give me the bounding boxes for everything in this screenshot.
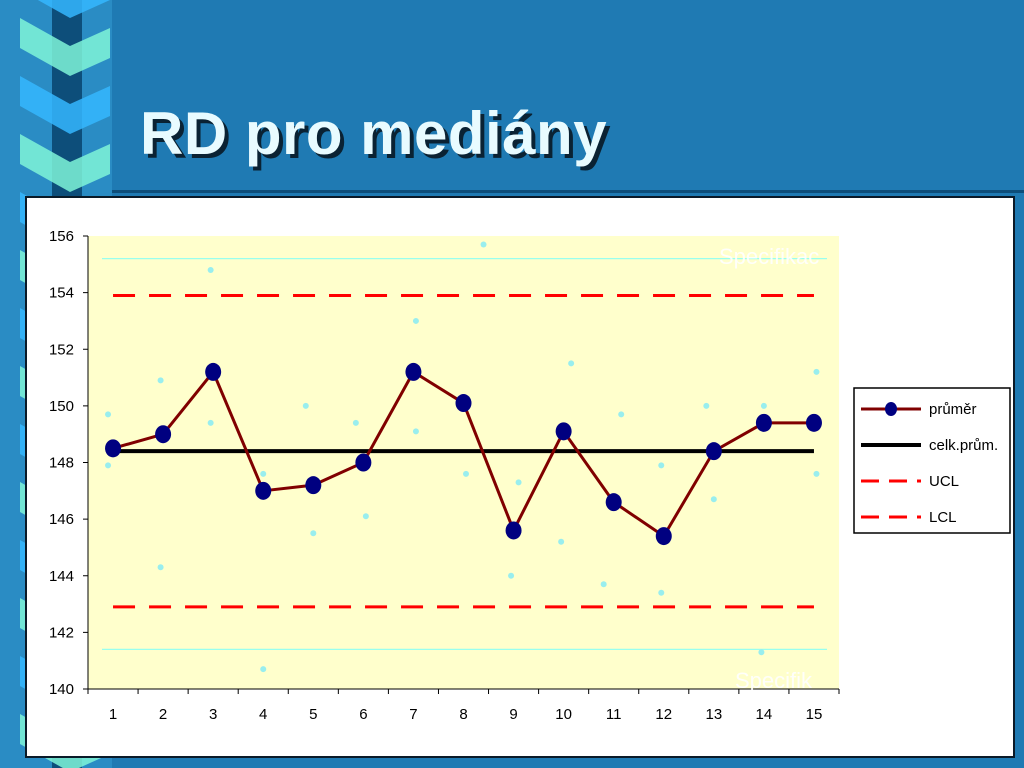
mean-point [405,362,422,381]
x-tick-label: 4 [259,706,267,723]
legend: průměr celk.prům. UCL LCL [853,387,1011,534]
mean-point [605,493,622,512]
scatter-point [758,649,765,656]
scatter-point [157,564,164,571]
scatter-point [558,538,565,545]
legend-label: průměr [929,401,977,418]
scatter-point [260,666,267,673]
mean-point [705,442,722,461]
ribbon-segment [20,76,110,134]
scatter-point [310,530,317,537]
scatter-point [412,428,419,435]
scatter-point [207,266,214,273]
scatter-point [600,581,607,588]
scatter-point [105,411,112,418]
title-underline [112,190,1024,193]
mean-point [355,453,372,472]
scatter-point [302,402,309,409]
chart-frame: 140 142 144 146 148 150 152 154 156 1 2 3 4 5 6 7 8 9 10 11… [25,196,1015,758]
y-tick-label: 156 [49,228,74,245]
spec-label: Specifik [735,668,813,693]
x-tick-label: 11 [606,706,622,723]
x-tick-label: 8 [459,706,467,723]
x-tick-label: 10 [555,706,572,723]
y-tick-label: 146 [49,511,74,528]
ribbon-segment [20,134,110,192]
mean-point [505,521,522,540]
scatter-point [813,368,820,375]
x-tick-label: 13 [705,706,722,723]
x-tick-label: 1 [109,706,117,723]
scatter-point [352,419,359,426]
legend-marker [885,402,897,416]
x-tick-label: 2 [159,706,167,723]
y-tick-label: 148 [49,455,74,472]
scatter-points [105,241,820,673]
scatter-point [618,411,625,418]
y-tick-label: 140 [49,681,74,698]
x-tick-label: 3 [209,706,217,723]
mean-point [205,362,222,381]
mean-point [755,413,772,432]
x-tick-label: 5 [309,706,317,723]
legend-label: celk.prům. [929,437,998,454]
scatter-point [703,402,710,409]
scatter-point [463,470,470,477]
mean-point [105,439,122,458]
scatter-point [480,241,487,248]
scatter-point [813,470,820,477]
scatter-point [412,317,419,324]
slide-title: RD pro mediány [140,100,608,167]
scatter-point [710,496,717,503]
mean-point [255,481,272,500]
ribbon-segment [20,18,110,76]
legend-label: UCL [929,473,959,490]
scatter-point [362,513,369,520]
y-tick-label: 144 [49,568,74,585]
control-limits [113,293,814,609]
mean-series [105,362,822,546]
x-tick-label: 15 [806,706,823,723]
scatter-point [260,470,267,477]
scatter-point [105,462,112,469]
scatter-point [515,479,522,486]
mean-point [455,394,472,413]
y-tick-label: 150 [49,398,74,415]
legend-label: LCL [929,509,957,526]
scatter-point [568,360,575,367]
y-tick-label: 152 [49,341,74,358]
y-tick-label: 154 [49,285,74,302]
scatter-point [760,402,767,409]
scatter-point [658,462,665,469]
scatter-point [658,589,665,596]
ribbon-segment [37,0,110,18]
mean-point [305,476,322,495]
mean-point [655,527,672,546]
y-tick-label: 142 [49,624,74,641]
scatter-point [157,377,164,384]
x-tick-label: 12 [655,706,672,723]
legend-box [853,387,1011,534]
x-tick-label: 14 [756,706,773,723]
x-tick-label: 6 [359,706,367,723]
x-tick-label: 9 [509,706,517,723]
scatter-point [207,419,214,426]
specification-lines [102,258,827,651]
plot-area [88,236,839,689]
spec-label: Specifikac [719,244,819,269]
mean-point [555,422,572,441]
scatter-point [508,572,515,579]
x-tick-label: 7 [409,706,417,723]
mean-point [155,425,172,444]
overlay-labels: Specifikac Specifik [719,244,819,693]
mean-point [805,413,822,432]
